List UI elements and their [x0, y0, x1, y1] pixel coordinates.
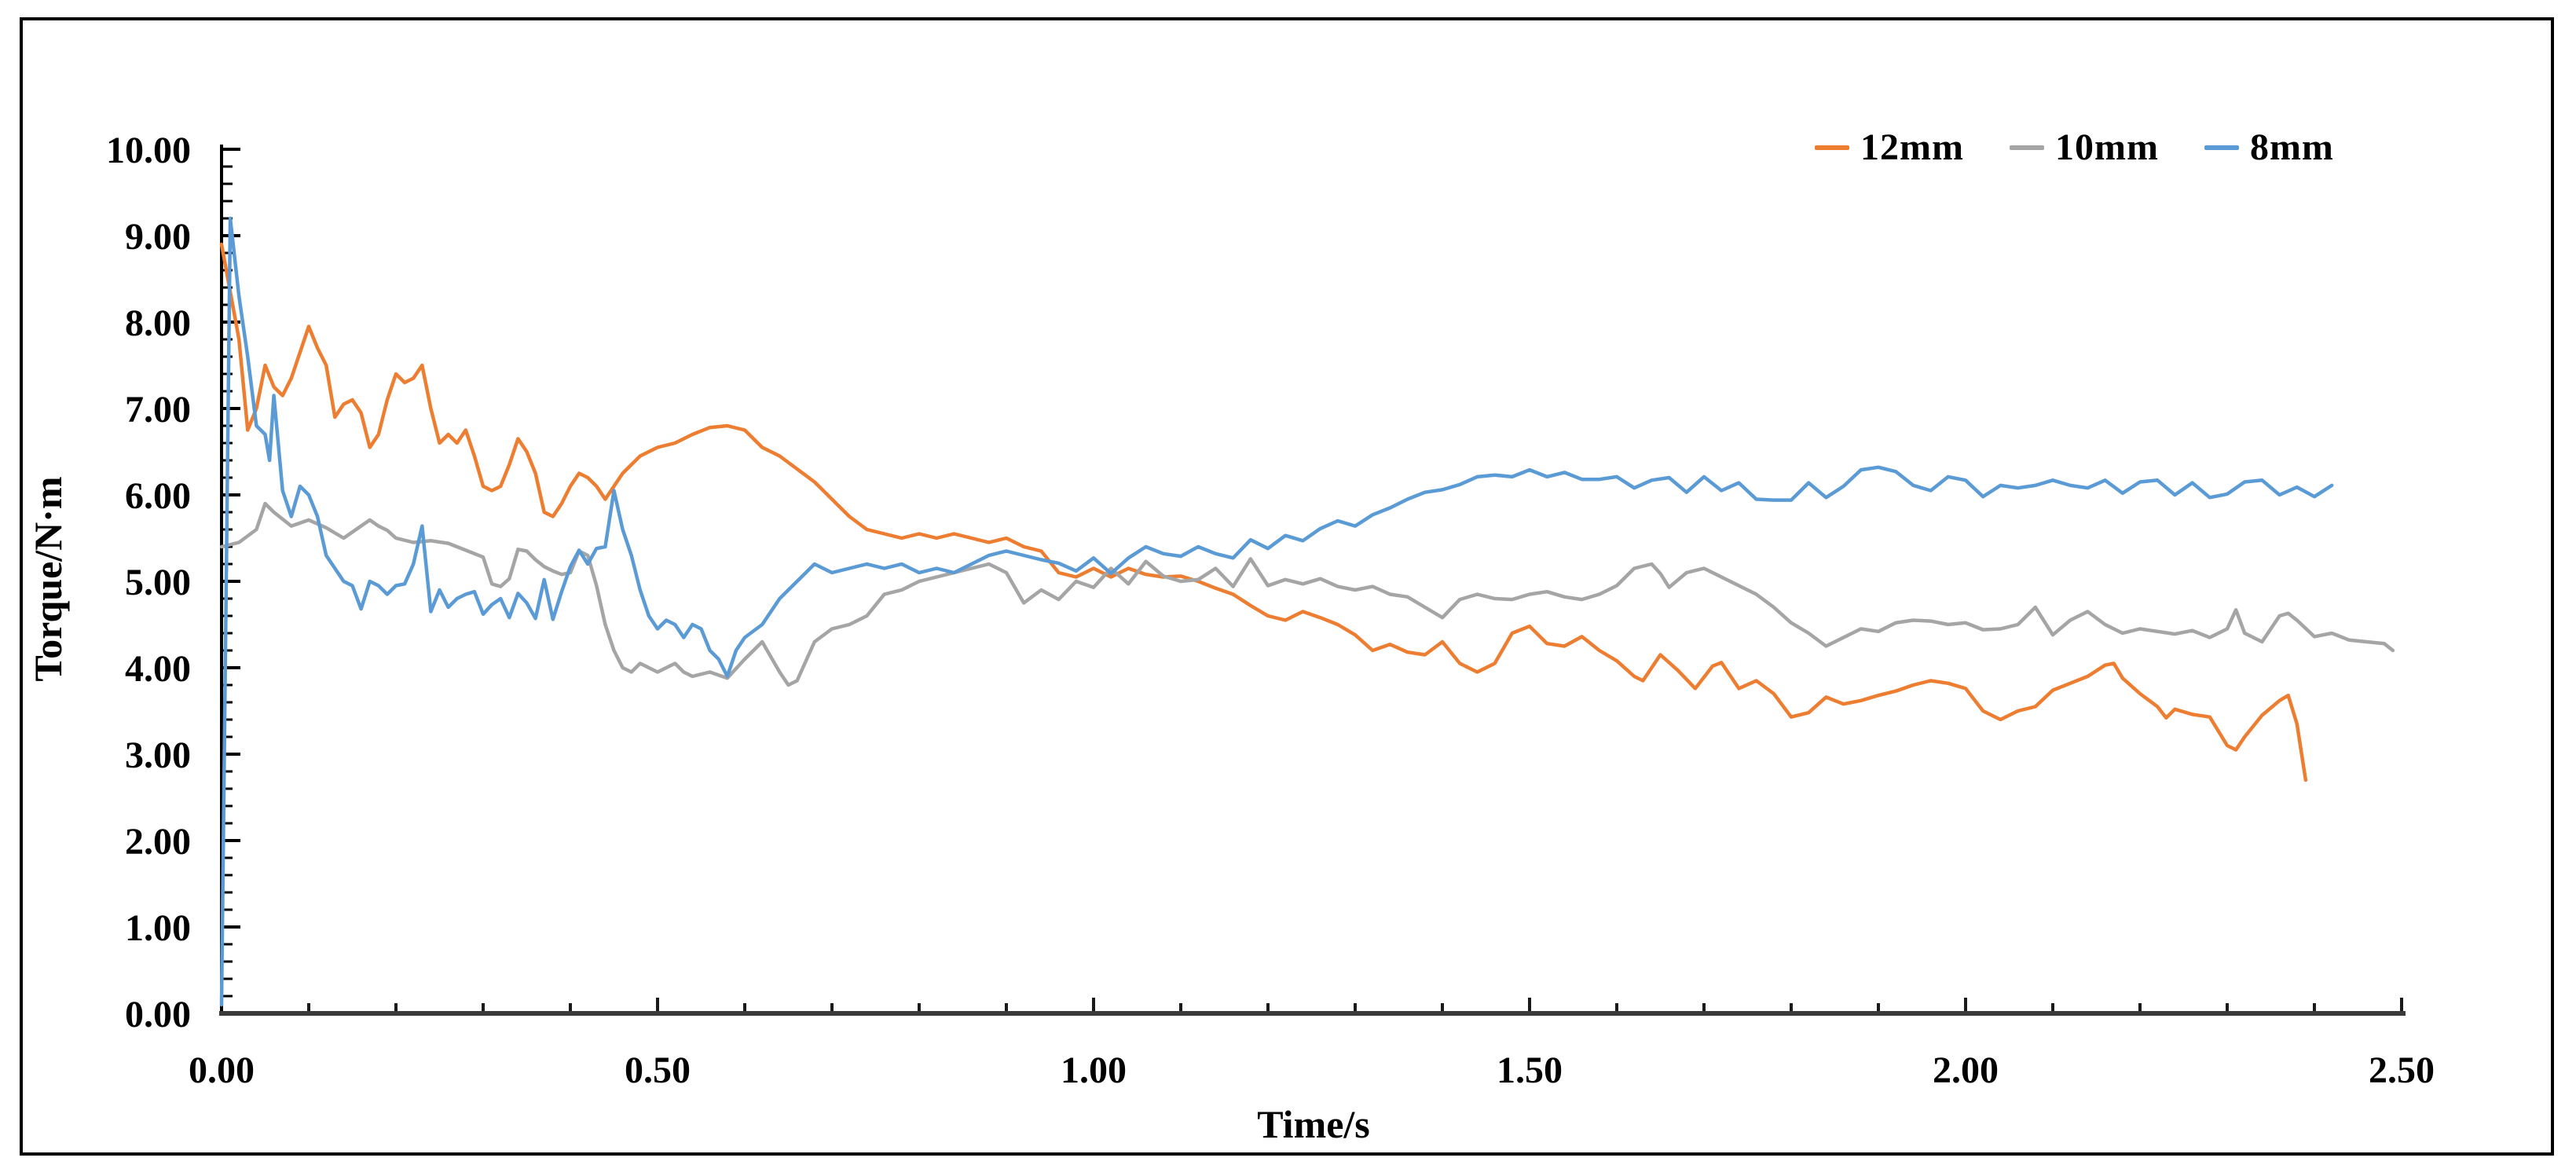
y-axis-tick-label: 2.00: [125, 821, 191, 863]
y-axis-tick-label: 0.00: [125, 994, 191, 1035]
x-axis-title: Time/s: [1257, 1102, 1370, 1146]
y-axis-tick-label: 5.00: [125, 562, 191, 603]
x-axis-tick-label: 0.50: [625, 1050, 691, 1091]
legend-item-10mm: 10mm: [2009, 126, 2159, 169]
legend-item-12mm: 12mm: [1815, 126, 1964, 169]
series-line-8mm: [219, 216, 2334, 1007]
series-line-10mm: [219, 501, 2395, 687]
y-axis-tick-label: 1.00: [125, 907, 191, 949]
x-axis-tick-label: 1.00: [1061, 1050, 1127, 1091]
y-axis-tick-label: 4.00: [125, 648, 191, 690]
legend-label-10mm: 10mm: [2054, 126, 2159, 168]
legend-label-12mm: 12mm: [1860, 126, 1964, 168]
y-axis-tick-label: 7.00: [125, 389, 191, 430]
legend-label-8mm: 8mm: [2249, 126, 2334, 168]
chart-legend: 12mm 10mm 8mm: [1815, 126, 2334, 169]
x-axis-tick-label: 2.50: [2369, 1050, 2435, 1091]
y-axis-tick-label: 10.00: [106, 130, 191, 171]
legend-swatch-8mm-line-icon: [2204, 145, 2239, 150]
y-axis-title: Torque/N·m: [26, 476, 70, 681]
legend-swatch-10mm-line-icon: [2009, 145, 2044, 150]
y-axis-tick-label: 9.00: [125, 216, 191, 258]
x-axis-tick-label: 1.50: [1497, 1050, 1563, 1091]
x-axis-tick-label: 2.00: [1933, 1050, 1999, 1091]
y-axis-tick-label: 8.00: [125, 302, 191, 344]
x-axis-tick-label: 0.00: [189, 1050, 255, 1091]
legend-item-8mm: 8mm: [2204, 126, 2334, 169]
y-axis-tick-label: 3.00: [125, 735, 191, 776]
series-line-12mm: [219, 242, 2308, 782]
legend-swatch-12mm-line-icon: [1815, 145, 1849, 150]
y-axis-tick-label: 6.00: [125, 475, 191, 517]
